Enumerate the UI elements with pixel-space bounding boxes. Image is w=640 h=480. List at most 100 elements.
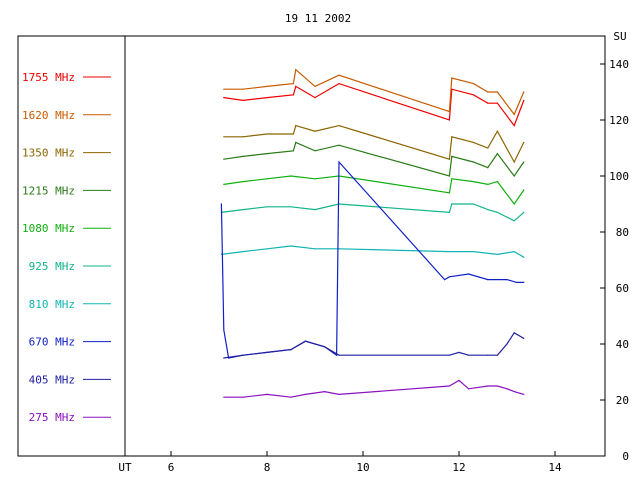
data-point (242, 99, 244, 101)
data-point (513, 113, 515, 115)
data-point (487, 102, 489, 104)
data-point (292, 83, 294, 85)
data-point (338, 354, 340, 356)
data-point (523, 189, 525, 191)
data-point (338, 393, 340, 395)
y-tick-label: 80 (616, 226, 629, 239)
data-point (513, 161, 515, 163)
data-point (266, 248, 268, 250)
data-point (338, 74, 340, 76)
data-point (448, 211, 450, 213)
data-point (513, 332, 515, 334)
data-point (223, 329, 225, 331)
data-point (472, 83, 474, 85)
data-point (266, 85, 268, 87)
data-point (223, 136, 225, 138)
data-point (266, 206, 268, 208)
data-point (487, 354, 489, 356)
data-point (444, 279, 446, 281)
y-tick-label: 120 (609, 114, 629, 127)
data-point (290, 245, 292, 247)
legend-label: 925 MHz (29, 260, 75, 273)
y-tick-label: 20 (616, 394, 629, 407)
data-point (304, 393, 306, 395)
data-point (448, 354, 450, 356)
data-point (290, 175, 292, 177)
data-point (448, 175, 450, 177)
data-point (496, 211, 498, 213)
data-point (506, 343, 508, 345)
data-point (487, 183, 489, 185)
data-point (468, 388, 470, 390)
data-point (451, 178, 453, 180)
data-point (242, 209, 244, 211)
data-point (338, 125, 340, 127)
data-point (513, 220, 515, 222)
x-tick-label: 8 (264, 461, 271, 474)
data-point (451, 77, 453, 79)
data-point (242, 136, 244, 138)
data-point (314, 130, 316, 132)
data-point (338, 248, 340, 250)
data-point (487, 147, 489, 149)
data-point (220, 203, 222, 205)
plot-frame (17, 35, 606, 457)
data-point (496, 385, 498, 387)
data-point (290, 349, 292, 351)
data-point (523, 211, 525, 213)
data-point (523, 281, 525, 283)
data-point (223, 158, 225, 160)
data-point (487, 385, 489, 387)
legend-label: 810 MHz (29, 298, 75, 311)
data-point (242, 251, 244, 253)
data-point (523, 393, 525, 395)
data-point (290, 206, 292, 208)
data-point (292, 133, 294, 135)
data-point (472, 161, 474, 163)
data-point (513, 203, 515, 205)
data-point (314, 150, 316, 152)
series-line (223, 82, 525, 127)
data-point (242, 354, 244, 356)
data-point (448, 192, 450, 194)
data-point (472, 94, 474, 96)
data-point (314, 209, 316, 211)
data-point (314, 248, 316, 250)
series-line (223, 124, 525, 164)
y-tick-label: 100 (609, 170, 629, 183)
data-point (496, 253, 498, 255)
data-point (266, 97, 268, 99)
data-point (506, 388, 508, 390)
data-point (458, 351, 460, 353)
data-point (448, 276, 450, 278)
data-point (523, 161, 525, 163)
data-point (295, 69, 297, 71)
data-point (487, 167, 489, 169)
data-point (496, 181, 498, 183)
data-point (223, 396, 225, 398)
legend-label: 670 MHz (29, 336, 75, 349)
data-point (242, 88, 244, 90)
data-point (513, 125, 515, 127)
data-point (448, 119, 450, 121)
data-point (336, 354, 338, 356)
data-point (448, 158, 450, 160)
data-point (496, 153, 498, 155)
data-point (448, 111, 450, 113)
legend-label: 1215 MHz (22, 184, 75, 197)
data-point (451, 203, 453, 205)
x-tick-label: 14 (548, 461, 562, 474)
data-point (295, 125, 297, 127)
x-tick-label: 6 (168, 461, 175, 474)
data-point (468, 273, 470, 275)
data-point (324, 346, 326, 348)
data-point (242, 155, 244, 157)
data-point (496, 91, 498, 93)
data-point (523, 99, 525, 101)
legend-label: 1350 MHz (22, 147, 75, 160)
data-point (220, 253, 222, 255)
data-point (324, 391, 326, 393)
data-point (523, 337, 525, 339)
data-point (338, 144, 340, 146)
series-line (223, 141, 525, 178)
